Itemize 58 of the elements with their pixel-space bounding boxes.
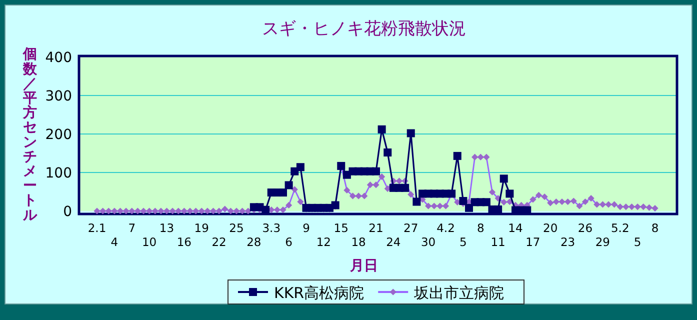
point <box>506 190 514 198</box>
point <box>465 204 473 212</box>
y-tick-label: 200 <box>45 127 72 143</box>
x-tick-label: 9 <box>302 221 310 235</box>
x-tick-label: 6 <box>285 235 292 249</box>
x-tick-label: 5 <box>634 235 642 249</box>
point <box>384 148 392 156</box>
x-tick-label: 15 <box>334 221 348 235</box>
x-tick-label: 8 <box>476 221 484 235</box>
x-tick-label: 24 <box>386 235 401 249</box>
legend-label: 坂出市立病院 <box>413 284 504 302</box>
x-tick-label: 12 <box>316 235 332 249</box>
point <box>453 152 462 160</box>
y-tick-label: 300 <box>45 88 72 104</box>
point <box>279 188 287 197</box>
x-tick-label: 10 <box>142 235 157 249</box>
x-tick-label: 3.3 <box>262 221 281 235</box>
x-tick-label: 22 <box>212 235 226 249</box>
x-tick-label: 25 <box>229 221 244 235</box>
x-tick-label: 4.2 <box>436 221 455 235</box>
point <box>500 174 508 183</box>
x-tick-label: 27 <box>404 221 418 235</box>
x-tick-label: 23 <box>560 235 576 249</box>
x-tick-label: 26 <box>578 221 593 235</box>
text: 個数／平方センチメートル <box>23 46 37 224</box>
x-tick-label: 21 <box>368 221 384 235</box>
chart-title: スギ・ヒノキ花粉飛散状況 <box>262 19 466 39</box>
point <box>406 129 415 138</box>
x-tick-label: 20 <box>543 221 558 235</box>
x-tick-label: 8 <box>651 221 659 235</box>
y-tick-label: 0 <box>63 204 72 220</box>
x-tick-label: 4 <box>110 235 118 249</box>
point <box>284 181 293 190</box>
x-tick-label: 14 <box>508 221 523 235</box>
x-axis-title: 月日 <box>349 258 378 274</box>
x-tick-label: 17 <box>526 235 540 249</box>
x-tick-label: 28 <box>246 235 262 249</box>
x-tick-label: 11 <box>490 235 506 249</box>
x-tick-label: 2.1 <box>88 221 106 235</box>
x-tick-label: 18 <box>351 235 366 249</box>
legend-label: KKR高松病院 <box>274 284 364 302</box>
point <box>482 198 490 206</box>
y-tick-label: 100 <box>45 166 72 182</box>
x-tick-label: 29 <box>595 235 610 249</box>
x-tick-label: 7 <box>128 221 136 235</box>
x-tick-label: 30 <box>420 235 436 249</box>
x-tick-label: 5 <box>460 235 467 249</box>
x-tick-label: 13 <box>159 221 174 235</box>
x-tick-label: 16 <box>176 235 192 249</box>
point <box>494 205 502 214</box>
point <box>459 196 468 205</box>
point <box>372 167 380 176</box>
point <box>401 184 410 192</box>
x-tick-label: 5.2 <box>610 221 630 235</box>
point <box>378 125 386 134</box>
x-tick-label: 19 <box>194 221 209 235</box>
y-tick-label: 400 <box>45 50 72 66</box>
point <box>296 163 304 172</box>
